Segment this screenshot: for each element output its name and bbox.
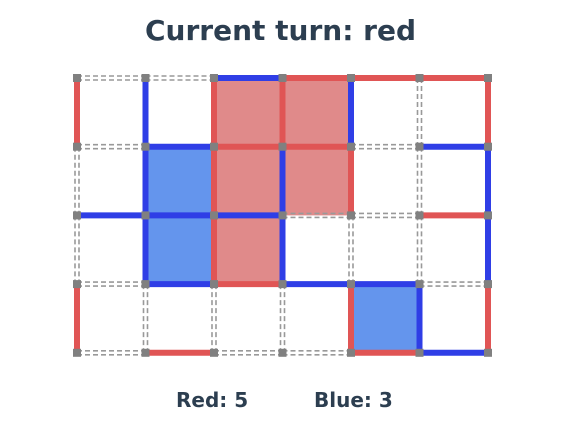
dot-r4-c2 xyxy=(210,348,218,357)
box-blue-r3-c4 xyxy=(351,284,420,353)
dot-r2-c3 xyxy=(278,211,287,220)
dot-r2-c6 xyxy=(484,211,492,220)
red-score: Red: 5 xyxy=(176,388,249,412)
dot-r3-c6 xyxy=(484,280,492,289)
dot-r3-c1 xyxy=(141,280,150,289)
box-red-r0-c2 xyxy=(214,78,283,147)
dot-r1-c6 xyxy=(484,142,492,151)
dot-r1-c0 xyxy=(73,142,81,151)
dot-r1-c1 xyxy=(141,142,150,151)
dot-r3-c5 xyxy=(415,280,424,289)
dot-r2-c2 xyxy=(210,211,218,220)
dot-r1-c3 xyxy=(278,142,287,151)
dot-r0-c1 xyxy=(141,74,150,82)
dot-r2-c1 xyxy=(141,211,150,220)
dot-r0-c2 xyxy=(210,74,218,82)
dot-r3-c4 xyxy=(347,280,355,289)
dot-r3-c0 xyxy=(73,280,81,289)
blue-score: Blue: 3 xyxy=(314,388,393,412)
dot-r0-c4 xyxy=(347,74,355,82)
box-blue-r1-c1 xyxy=(145,146,214,216)
dot-r0-c0 xyxy=(73,74,81,82)
dot-r1-c5 xyxy=(415,142,424,151)
dot-r2-c5 xyxy=(415,211,424,220)
dot-r4-c6 xyxy=(484,348,492,357)
box-blue-r2-c1 xyxy=(145,215,214,285)
dot-r4-c5 xyxy=(415,348,424,357)
dot-r2-c4 xyxy=(347,211,355,220)
box-red-r1-c3 xyxy=(282,146,351,216)
turn-indicator: Current turn: red xyxy=(144,14,416,47)
dot-r0-c6 xyxy=(484,74,492,82)
dot-r4-c0 xyxy=(73,348,81,357)
dot-r4-c3 xyxy=(278,348,287,357)
dot-r3-c3 xyxy=(278,280,287,289)
box-red-r1-c2 xyxy=(214,146,283,216)
dot-r1-c2 xyxy=(210,142,218,151)
dot-r1-c4 xyxy=(347,142,355,151)
box-red-r0-c3 xyxy=(282,78,351,147)
dot-r4-c1 xyxy=(141,348,150,357)
dot-r2-c0 xyxy=(73,211,81,220)
dot-r3-c2 xyxy=(210,280,218,289)
dot-r0-c5 xyxy=(415,74,424,82)
dot-r4-c4 xyxy=(347,348,355,357)
box-red-r2-c2 xyxy=(214,215,283,285)
dot-r0-c3 xyxy=(278,74,287,82)
